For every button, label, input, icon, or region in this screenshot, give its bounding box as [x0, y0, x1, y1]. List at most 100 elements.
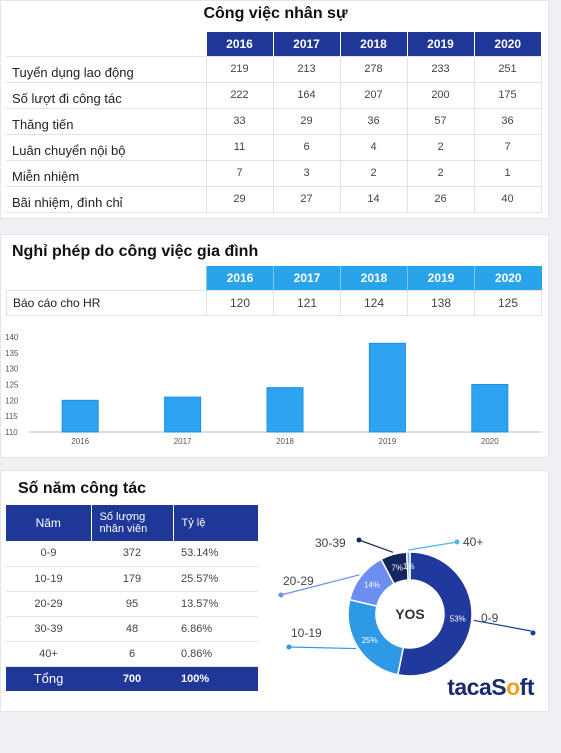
- donut-hole: [377, 581, 443, 647]
- leave-table-corner: [7, 266, 207, 290]
- y-tick-label: 120: [5, 396, 19, 405]
- x-tick-label: 2016: [71, 437, 89, 446]
- hr-value-cell: 7: [205, 159, 274, 187]
- bar-2018: [266, 387, 304, 433]
- yos-pct-cell: 25.57%: [173, 566, 258, 592]
- hr-year-header: 2019: [406, 32, 474, 56]
- hr-value-cell: 1: [473, 159, 542, 187]
- yos-range-cell: 40+: [6, 641, 91, 667]
- yos-section-title: Số năm công tác: [18, 480, 147, 497]
- yos-range-cell: 0-9: [6, 541, 91, 567]
- hr-value-cell: 2: [406, 159, 475, 187]
- tacasoft-logo: tacaSoft: [447, 674, 534, 700]
- hr-table-row: Miễn nhiệm 7 3 2 2 1: [6, 159, 542, 187]
- bar-2016: [61, 399, 99, 433]
- hr-value-cell: 3: [272, 159, 341, 187]
- yos-count-cell: 179: [91, 566, 173, 592]
- slice-range-label: 10-19: [291, 626, 322, 640]
- bar-2020: [471, 384, 509, 433]
- leave-year-header: 2020: [474, 266, 542, 290]
- leave-table-header-row: 2016 2017 2018 2019 2020: [7, 266, 542, 290]
- hr-value-cell: 29: [272, 107, 341, 135]
- yos-range-cell: 10-19: [6, 566, 91, 592]
- yos-count-cell: 95: [91, 591, 173, 617]
- yos-count-cell: 6: [91, 641, 173, 667]
- yos-table-header-row: Năm Số lượng nhân viên Tỷ lệ: [6, 505, 259, 541]
- hr-value-cell: 36: [473, 107, 542, 135]
- hr-table-row: Bãi nhiệm, đình chỉ 29 27 14 26 40: [6, 185, 542, 213]
- hr-row-label: Luân chuyển nội bộ: [6, 133, 207, 161]
- yos-table-row: 0-9 372 53.14%: [6, 541, 258, 567]
- leader-dot: [530, 630, 536, 636]
- leader-line: [473, 619, 532, 632]
- hr-value-cell: 11: [205, 133, 274, 161]
- leader-line: [288, 646, 357, 650]
- yos-count-cell: 48: [91, 616, 173, 642]
- x-tick-label: 2019: [379, 437, 397, 446]
- hr-value-cell: 233: [406, 55, 475, 83]
- hr-value-cell: 6: [272, 133, 341, 161]
- slice-pct-label: 53%: [450, 615, 466, 624]
- hr-value-cell: 207: [339, 81, 408, 109]
- slice-range-label: 40+: [463, 535, 483, 549]
- hr-year-header: 2016: [205, 32, 273, 56]
- leave-data-row: Báo cáo cho HR 120 121 124 138 125: [6, 289, 542, 316]
- yos-total-row: Tổng 700 100%: [6, 666, 258, 691]
- hr-row-label: Tuyển dụng lao động: [6, 55, 207, 83]
- yos-donut-chart: 53% 0-9 25% 10-19 14% 20-29 7% 30-39 1% 40+ YOS: [278, 535, 536, 677]
- hr-table-row: Luân chuyển nội bộ 11 6 4 2 7: [6, 133, 542, 161]
- yos-header-count-line2: nhân viên: [99, 523, 148, 535]
- y-tick-label: 125: [5, 381, 19, 390]
- years-of-service-card: Số năm công tác Năm Số lượng nhân viên T…: [0, 470, 549, 712]
- hr-table-row: Tuyển dụng lao động 219 213 278 233 251: [6, 55, 542, 83]
- leave-value-cell: 124: [340, 289, 408, 316]
- leader-dot: [356, 537, 362, 543]
- slice-pct-label: 25%: [362, 636, 378, 645]
- hr-value-cell: 40: [473, 185, 542, 213]
- yos-total-count: 700: [91, 666, 173, 691]
- hr-value-cell: 175: [473, 81, 542, 109]
- slice-pct-label: 1%: [403, 562, 415, 571]
- hr-value-cell: 213: [272, 55, 341, 83]
- y-tick-label: 140: [5, 333, 19, 342]
- donut-center-label: YOS: [395, 606, 425, 622]
- leave-bar-chart: 110 115 120 125 130 135 140 2016 2017 2018 2019 202…: [5, 333, 541, 446]
- hr-value-cell: 2: [339, 159, 408, 187]
- slice-40+: [405, 551, 411, 581]
- yos-pct-cell: 13.57%: [173, 591, 258, 617]
- leave-value-cell: 138: [407, 289, 475, 316]
- slice-0-9: [396, 551, 473, 677]
- hr-value-cell: 200: [406, 81, 475, 109]
- bar-2017: [164, 396, 202, 433]
- hr-row-label: Bãi nhiệm, đình chỉ: [6, 185, 207, 213]
- hr-year-header: 2017: [272, 32, 340, 56]
- leader-line: [280, 574, 360, 596]
- leader-line: [408, 541, 458, 551]
- yos-header-pct: Tỷ lệ: [173, 505, 259, 541]
- leave-year-header: 2017: [273, 266, 341, 290]
- hr-value-cell: 36: [339, 107, 408, 135]
- hr-table-corner: [6, 32, 206, 56]
- hr-section-title: Công việc nhân sự: [203, 5, 348, 22]
- hr-value-cell: 57: [406, 107, 475, 135]
- x-tick-label: 2017: [174, 437, 192, 446]
- yos-pct-cell: 53.14%: [173, 541, 258, 567]
- hr-year-header: 2020: [473, 32, 541, 56]
- hr-year-header: 2018: [339, 32, 407, 56]
- leave-value-cell: 121: [273, 289, 341, 316]
- hr-table-row: Số lượt đi công tác 222 164 207 200 175: [6, 81, 542, 109]
- leave-year-header: 2019: [407, 266, 475, 290]
- yos-table-row: 10-19 179 25.57%: [6, 566, 258, 592]
- hr-value-cell: 27: [272, 185, 341, 213]
- leave-value-cell: 125: [474, 289, 542, 316]
- x-tick-label: 2018: [276, 437, 294, 446]
- hr-value-cell: 164: [272, 81, 341, 109]
- yos-pct-cell: 6.86%: [173, 616, 258, 642]
- leader-dot: [278, 592, 284, 598]
- hr-value-cell: 33: [205, 107, 274, 135]
- leader-dot: [454, 539, 460, 545]
- leave-row-label: Báo cáo cho HR: [6, 289, 207, 316]
- yos-table-row: 40+ 6 0.86%: [6, 641, 258, 667]
- hr-value-cell: 219: [205, 55, 274, 83]
- hr-value-cell: 7: [473, 133, 542, 161]
